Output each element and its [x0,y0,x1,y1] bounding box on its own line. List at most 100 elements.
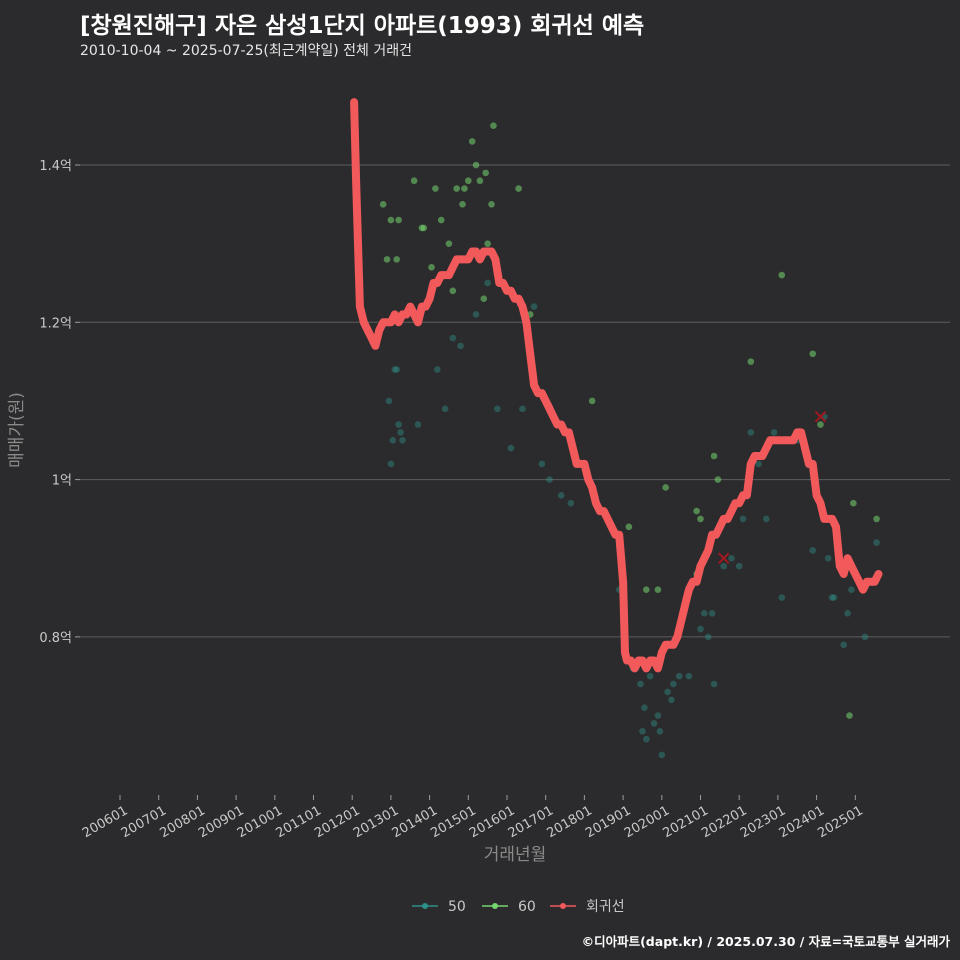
legend-swatch-dot [560,903,566,909]
scatter-point-50 [770,429,778,436]
scatter-point-50 [414,421,422,428]
y-tick-label: 1.4억 [39,159,72,174]
scatter-point-50 [778,594,786,601]
scatter-point-50 [637,680,644,688]
scatter-point-50 [507,444,515,452]
scatter-point-50 [395,421,402,428]
y-axis-ticks: 0.8억 1억 1.2억 1.4억 [39,159,80,646]
scatter-point-60 [482,169,490,177]
scatter-point-60 [710,452,718,460]
scatter-point-50 [840,641,847,649]
scatter-point-50 [650,720,658,727]
y-axis-title: 매매가(원) [7,392,27,468]
scatter-point-50 [567,499,575,507]
scatter-point-60 [468,138,476,145]
scatter-point-50 [397,429,404,436]
scatter-point-50 [664,688,671,696]
scatter-point-50 [755,460,762,468]
scatter-point-60 [472,161,480,169]
scatter-point-60 [488,201,495,208]
scatter-point-60 [453,185,460,192]
scatter-point-50 [747,429,755,436]
scatter-point-50 [739,515,747,523]
scatter-point-50 [675,672,683,680]
scatter-point-50 [472,311,480,318]
grid-lines [80,164,950,638]
scatter-point-50 [441,405,449,413]
scatter-point-50 [546,476,553,483]
regression-line-group [350,98,883,673]
scatter-point-60 [490,122,497,129]
scatter-point-60 [432,185,439,192]
scatter-point-60 [778,271,786,279]
scatter-point-50 [393,366,401,373]
source-caption: ©디아파트(dapt.kr) / 2025.07.30 / 자료=국토교통부 실… [581,934,950,949]
scatter-point-60 [625,523,633,531]
scatter-point-50 [643,735,650,743]
scatter-point-50 [484,279,491,287]
scatter-point-60 [484,240,491,247]
scatter-point-50 [519,405,526,413]
scatter-point-60 [643,586,650,594]
scatter-point-50 [685,672,693,680]
scatter-point-60 [850,499,857,507]
scatter-point-50 [457,342,464,350]
scatter-point-50 [809,547,817,554]
scatter-point-60 [459,201,466,208]
legend-label: 60 [518,899,536,915]
scatter-point-60 [428,263,435,271]
legend: 50 60 회귀선 [412,899,625,915]
scatter-point-50 [530,303,538,310]
scatter-point-50 [704,633,712,641]
scatter-point-50 [828,594,836,601]
scatter-point-50 [697,625,704,633]
scatter-point-50 [844,610,851,617]
scatter-point-50 [830,594,838,601]
scatter-point-60 [693,507,700,515]
scatter-point-50 [434,366,441,373]
scatter-point-50 [656,727,664,735]
chart-title: [창원진해구] 자은 삼성1단지 아파트(1993) 회귀선 예측 [80,13,645,39]
scatter-point-60 [817,421,824,428]
scatter-point-60 [379,201,387,208]
y-tick-label: 1억 [52,474,72,489]
scatter-point-50 [654,712,662,719]
scatter-point-60 [383,256,391,263]
scatter-point-50 [861,633,869,641]
scatter-point-60 [445,240,453,247]
scatter-point-60 [410,177,418,185]
scatter-point-50 [658,751,666,759]
scatter-point-60 [449,287,457,295]
scatter-point-50 [873,539,880,546]
regression-line [350,98,883,673]
scatter-point-50 [824,554,832,562]
scatter-point-50 [387,460,395,468]
scatter-point-50 [670,680,677,688]
annotation-markers [718,410,827,564]
scatter-point-50 [449,334,457,342]
scatter-point-60 [714,476,722,483]
scatter-point-50 [538,460,546,468]
scatter-point-60 [420,224,428,232]
scatter-point-50 [668,696,675,704]
scatter-point-50 [728,554,735,562]
scatter-point-50 [641,704,648,711]
scatter-point-60 [747,358,755,365]
legend-label: 50 [448,899,466,915]
scatter-point-60 [387,216,395,224]
scatter-point-50 [385,397,393,405]
scatter-point-60 [393,256,401,263]
scatter-point-50 [735,562,743,570]
scatter-point-60 [809,350,817,358]
scatter-point-60 [480,295,488,303]
scatter-point-60 [654,586,662,594]
scatter-point-50 [701,610,708,617]
y-tick-label: 0.8억 [39,631,72,646]
x-marker [814,410,827,423]
scatter-point-60 [476,177,484,185]
scatter-point-50 [646,672,654,680]
scatter-point-50 [710,680,718,688]
scatter-point-60 [662,484,669,491]
legend-swatch-dot [492,903,498,909]
